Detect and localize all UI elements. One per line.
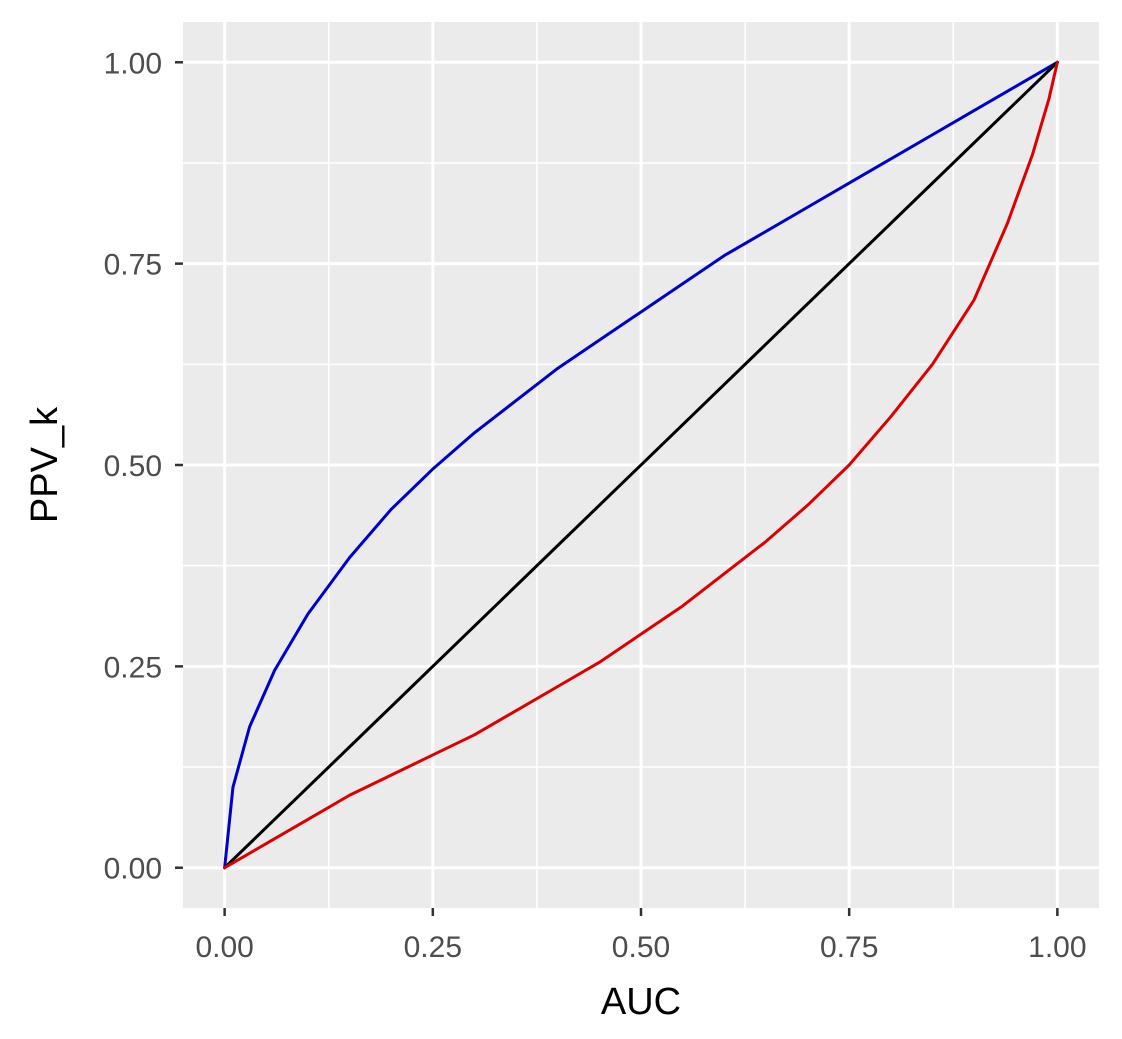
- blue-series-line: [223, 60, 1059, 870]
- y-tick-label: 0.50: [104, 450, 162, 483]
- y-tick-labels: 0.00 0.25 0.50 0.75 1.00: [104, 47, 162, 885]
- axis-ticks: [175, 61, 1059, 916]
- x-tick-label: 0.50: [612, 931, 670, 964]
- series-layer: [223, 60, 1059, 870]
- x-axis-title: AUC: [601, 981, 681, 1023]
- x-tick-label: 0.75: [820, 931, 878, 964]
- x-tick-label: 1.00: [1028, 931, 1086, 964]
- x-tick-label: 0.25: [404, 931, 462, 964]
- y-axis-title: PPV_k: [24, 406, 66, 523]
- y-tick-label: 0.25: [104, 651, 162, 684]
- x-tick-label: 0.00: [195, 931, 253, 964]
- y-tick-label: 1.00: [104, 47, 162, 80]
- red-series-line: [223, 60, 1059, 870]
- y-tick-label: 0.00: [104, 853, 162, 886]
- black-series-line: [223, 60, 1059, 870]
- x-tick-labels: 0.00 0.25 0.50 0.75 1.00: [195, 931, 1086, 964]
- y-tick-label: 0.75: [104, 249, 162, 282]
